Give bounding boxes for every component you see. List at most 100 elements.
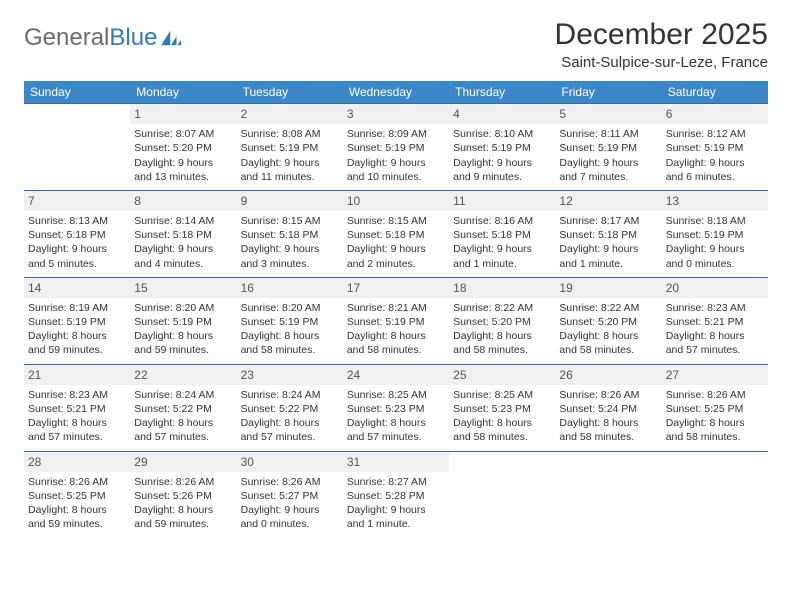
cell-line-day2: and 58 minutes. <box>666 430 764 444</box>
cell-line-sunrise: Sunrise: 8:25 AM <box>453 388 551 402</box>
cell-line-day2: and 5 minutes. <box>28 257 126 271</box>
cell-line-day2: and 1 minute. <box>559 257 657 271</box>
cell-line-sunrise: Sunrise: 8:22 AM <box>559 301 657 315</box>
cell-line-sunset: Sunset: 5:18 PM <box>347 228 445 242</box>
calendar-body: .1Sunrise: 8:07 AMSunset: 5:20 PMDayligh… <box>24 103 768 537</box>
cell-line-day2: and 58 minutes. <box>559 430 657 444</box>
calendar-cell: 9Sunrise: 8:15 AMSunset: 5:18 PMDaylight… <box>237 190 343 277</box>
calendar-cell: 22Sunrise: 8:24 AMSunset: 5:22 PMDayligh… <box>130 364 236 451</box>
cell-line-day2: and 1 minute. <box>453 257 551 271</box>
cell-line-sunset: Sunset: 5:25 PM <box>28 489 126 503</box>
calendar-cell: 3Sunrise: 8:09 AMSunset: 5:19 PMDaylight… <box>343 103 449 190</box>
day-number: 4 <box>449 104 555 124</box>
day-number: 31 <box>343 452 449 472</box>
calendar-cell: 10Sunrise: 8:15 AMSunset: 5:18 PMDayligh… <box>343 190 449 277</box>
day-number: 19 <box>555 278 661 298</box>
logo-triangle-icon <box>161 29 183 47</box>
cell-line-day2: and 0 minutes. <box>241 517 339 531</box>
weekday-label: Sunday <box>24 81 130 103</box>
cell-line-sunrise: Sunrise: 8:26 AM <box>666 388 764 402</box>
cell-line-day1: Daylight: 8 hours <box>241 416 339 430</box>
cell-line-sunset: Sunset: 5:19 PM <box>134 315 232 329</box>
cell-line-day2: and 9 minutes. <box>453 170 551 184</box>
day-number: 6 <box>662 104 768 124</box>
cell-line-day1: Daylight: 9 hours <box>241 503 339 517</box>
cell-line-day2: and 58 minutes. <box>453 430 551 444</box>
weekday-label: Monday <box>130 81 236 103</box>
page-title: December 2025 <box>555 18 768 52</box>
cell-line-sunset: Sunset: 5:19 PM <box>666 228 764 242</box>
cell-line-day2: and 59 minutes. <box>134 343 232 357</box>
day-number: 29 <box>130 452 236 472</box>
cell-line-sunrise: Sunrise: 8:26 AM <box>134 475 232 489</box>
calendar-cell: 2Sunrise: 8:08 AMSunset: 5:19 PMDaylight… <box>237 103 343 190</box>
cell-line-day2: and 3 minutes. <box>241 257 339 271</box>
cell-line-day1: Daylight: 9 hours <box>28 242 126 256</box>
calendar-cell: 23Sunrise: 8:24 AMSunset: 5:22 PMDayligh… <box>237 364 343 451</box>
cell-line-sunset: Sunset: 5:19 PM <box>241 315 339 329</box>
calendar-cell-empty: . <box>24 103 130 190</box>
calendar-cell: 28Sunrise: 8:26 AMSunset: 5:25 PMDayligh… <box>24 451 130 538</box>
calendar-cell: 7 Sunrise: 8:13 AMSunset: 5:18 PMDaylight… <box>24 190 130 277</box>
calendar-cell: 27Sunrise: 8:26 AMSunset: 5:25 PMDayligh… <box>662 364 768 451</box>
cell-line-sunrise: Sunrise: 8:08 AM <box>241 127 339 141</box>
day-number: 28 <box>24 452 130 472</box>
cell-line-day1: Daylight: 9 hours <box>559 242 657 256</box>
cell-line-day1: Daylight: 9 hours <box>134 242 232 256</box>
cell-line-sunset: Sunset: 5:19 PM <box>666 141 764 155</box>
cell-line-sunset: Sunset: 5:18 PM <box>28 228 126 242</box>
cell-line-sunset: Sunset: 5:20 PM <box>134 141 232 155</box>
day-number: 21 <box>24 365 130 385</box>
title-block: December 2025 Saint-Sulpice-sur-Leze, Fr… <box>555 18 768 71</box>
weekday-label: Thursday <box>449 81 555 103</box>
cell-line-sunrise: Sunrise: 8:15 AM <box>241 214 339 228</box>
weekday-label: Tuesday <box>237 81 343 103</box>
cell-line-day1: Daylight: 9 hours <box>241 242 339 256</box>
cell-line-day1: Daylight: 8 hours <box>666 416 764 430</box>
calendar-page: GeneralBlue December 2025 Saint-Sulpice-… <box>0 0 792 555</box>
calendar-cell-empty: . <box>449 451 555 538</box>
cell-line-sunrise: Sunrise: 8:26 AM <box>28 475 126 489</box>
cell-line-day2: and 57 minutes. <box>28 430 126 444</box>
cell-line-sunset: Sunset: 5:24 PM <box>559 402 657 416</box>
calendar-cell: 4Sunrise: 8:10 AMSunset: 5:19 PMDaylight… <box>449 103 555 190</box>
calendar-cell: 16Sunrise: 8:20 AMSunset: 5:19 PMDayligh… <box>237 277 343 364</box>
weekday-label: Saturday <box>662 81 768 103</box>
cell-line-day2: and 7 minutes. <box>559 170 657 184</box>
cell-line-sunrise: Sunrise: 8:13 AM <box>28 214 126 228</box>
calendar-cell: 8Sunrise: 8:14 AMSunset: 5:18 PMDaylight… <box>130 190 236 277</box>
day-number: 17 <box>343 278 449 298</box>
day-number: 5 <box>555 104 661 124</box>
cell-line-day2: and 57 minutes. <box>134 430 232 444</box>
calendar-weekday-header: SundayMondayTuesdayWednesdayThursdayFrid… <box>24 81 768 103</box>
cell-line-day1: Daylight: 8 hours <box>134 416 232 430</box>
cell-line-sunrise: Sunrise: 8:18 AM <box>666 214 764 228</box>
cell-line-sunset: Sunset: 5:18 PM <box>559 228 657 242</box>
cell-line-sunrise: Sunrise: 8:19 AM <box>28 301 126 315</box>
cell-line-day2: and 59 minutes. <box>134 517 232 531</box>
cell-line-day1: Daylight: 9 hours <box>666 156 764 170</box>
cell-line-sunrise: Sunrise: 8:14 AM <box>134 214 232 228</box>
cell-line-sunrise: Sunrise: 8:15 AM <box>347 214 445 228</box>
day-number: 11 <box>449 191 555 211</box>
cell-line-day2: and 58 minutes. <box>453 343 551 357</box>
day-number: 16 <box>237 278 343 298</box>
calendar-cell: 30Sunrise: 8:26 AMSunset: 5:27 PMDayligh… <box>237 451 343 538</box>
day-number: 7 <box>24 191 130 211</box>
cell-line-day2: and 57 minutes. <box>347 430 445 444</box>
cell-line-day2: and 11 minutes. <box>241 170 339 184</box>
cell-line-sunset: Sunset: 5:19 PM <box>28 315 126 329</box>
cell-line-day2: and 0 minutes. <box>666 257 764 271</box>
cell-line-sunset: Sunset: 5:25 PM <box>666 402 764 416</box>
cell-line-day1: Daylight: 8 hours <box>453 329 551 343</box>
cell-line-day2: and 59 minutes. <box>28 343 126 357</box>
header: GeneralBlue December 2025 Saint-Sulpice-… <box>24 18 768 71</box>
calendar-cell: 6Sunrise: 8:12 AMSunset: 5:19 PMDaylight… <box>662 103 768 190</box>
weekday-label: Wednesday <box>343 81 449 103</box>
calendar-cell: 5Sunrise: 8:11 AMSunset: 5:19 PMDaylight… <box>555 103 661 190</box>
cell-line-sunrise: Sunrise: 8:23 AM <box>28 388 126 402</box>
logo-word-2: Blue <box>109 24 157 51</box>
cell-line-sunrise: Sunrise: 8:10 AM <box>453 127 551 141</box>
calendar-cell: 26Sunrise: 8:26 AMSunset: 5:24 PMDayligh… <box>555 364 661 451</box>
cell-line-day1: Daylight: 9 hours <box>241 156 339 170</box>
